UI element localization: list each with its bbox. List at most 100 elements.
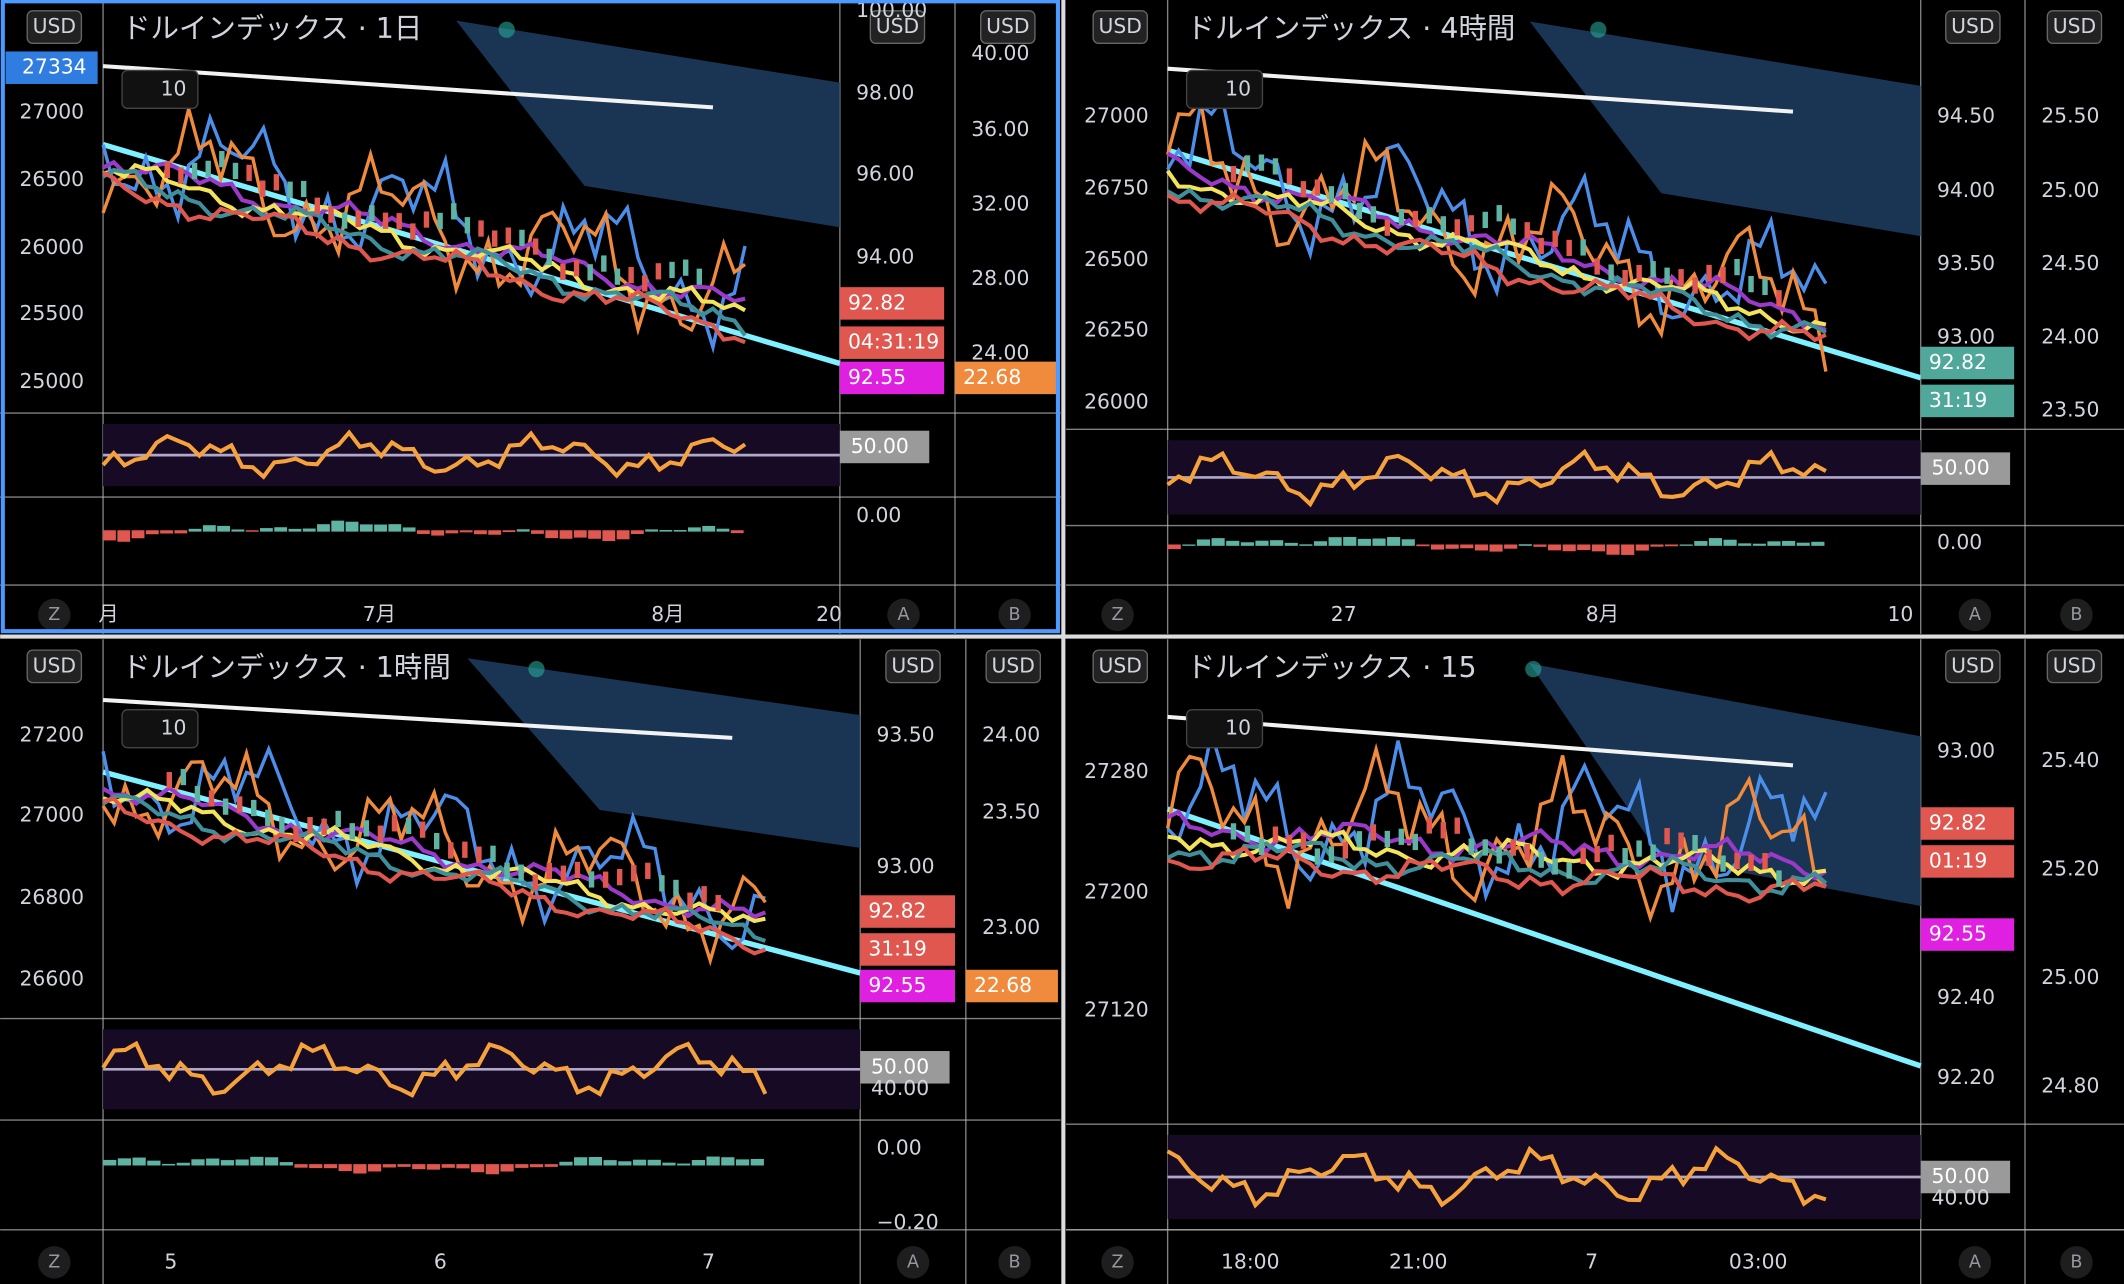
scale-button[interactable] xyxy=(1958,1246,1992,1279)
scale-button-label[interactable]: Z xyxy=(1112,1252,1124,1272)
macd-bar xyxy=(1182,544,1196,546)
status-dot xyxy=(1525,660,1542,678)
indicator-line xyxy=(101,167,747,337)
scale-button-label[interactable]: A xyxy=(898,605,910,625)
candle xyxy=(546,248,552,265)
macd-bar xyxy=(1606,544,1620,555)
price-axis-label: 26000 xyxy=(1084,389,1149,413)
candle xyxy=(300,180,307,198)
scale-button[interactable] xyxy=(1958,598,1992,632)
macd-bar xyxy=(1752,543,1766,546)
macd-axis-label: 0.00 xyxy=(1937,530,1982,554)
axis2-label: 94.50 xyxy=(1937,103,1995,127)
axis3-label: 23.00 xyxy=(982,915,1040,939)
macd-bar xyxy=(176,1162,190,1166)
price-axis-label: 27280 xyxy=(1084,759,1149,783)
macd-bar xyxy=(188,528,202,532)
candle xyxy=(293,825,299,843)
macd-bar xyxy=(632,1159,647,1166)
macd-bar xyxy=(445,530,459,534)
candle xyxy=(1244,155,1251,172)
scale-button-label[interactable]: B xyxy=(1009,605,1021,625)
scale-button[interactable] xyxy=(2060,598,2093,632)
macd-bar xyxy=(1401,539,1415,546)
macd-bar xyxy=(441,1164,455,1168)
macd-bar xyxy=(1679,544,1693,546)
interval-box[interactable] xyxy=(1185,69,1264,110)
candle xyxy=(1538,237,1544,255)
scale-button-label[interactable]: B xyxy=(1009,1252,1021,1272)
rsi-axis-label: 40.00 xyxy=(1932,1186,1990,1210)
scale-button-label[interactable]: B xyxy=(2070,605,2082,625)
panel-title: ドルインデックス · 15 xyxy=(1187,651,1477,684)
scale-button-label[interactable]: Z xyxy=(48,1252,60,1272)
scale-button[interactable] xyxy=(38,598,71,632)
scale-button-label[interactable]: A xyxy=(1969,605,1981,625)
macd-bar xyxy=(1357,538,1371,546)
macd-bar xyxy=(1577,544,1591,551)
scale-button-label[interactable]: Z xyxy=(48,605,60,625)
candle xyxy=(1720,266,1726,284)
scale-button[interactable] xyxy=(998,1246,1031,1279)
candle xyxy=(1454,817,1460,834)
candle xyxy=(1664,267,1670,284)
candle xyxy=(1748,275,1754,293)
interval-label[interactable]: 10 xyxy=(161,76,187,100)
macd-bar xyxy=(338,1164,352,1172)
price-axis-label: 25500 xyxy=(20,301,85,325)
scale-button[interactable] xyxy=(896,1246,930,1279)
candle xyxy=(1342,842,1349,859)
candle xyxy=(1482,839,1488,856)
value-tag: 92.82 xyxy=(848,290,906,314)
scale-button[interactable] xyxy=(998,598,1031,632)
candle xyxy=(1300,181,1307,198)
interval-box[interactable] xyxy=(121,69,199,110)
candle xyxy=(1244,825,1251,842)
interval-label[interactable]: 10 xyxy=(161,716,187,740)
macd-bar xyxy=(259,528,273,532)
scale-button-label[interactable]: A xyxy=(907,1252,919,1272)
scale-button-label[interactable]: B xyxy=(2070,1252,2082,1272)
macd-bar xyxy=(687,527,701,532)
interval-box[interactable] xyxy=(121,709,199,749)
scale-button[interactable] xyxy=(2060,1246,2093,1279)
macd-bar xyxy=(1372,538,1386,546)
candle xyxy=(1524,843,1530,861)
value-tag: 92.55 xyxy=(1929,922,1987,946)
macd-bar xyxy=(367,1164,382,1172)
macd-bar xyxy=(1167,544,1181,550)
candle xyxy=(341,212,348,229)
candle xyxy=(377,825,384,842)
candle xyxy=(451,203,457,220)
scale-button[interactable] xyxy=(1101,598,1134,632)
candle xyxy=(616,869,623,886)
candle xyxy=(1230,823,1237,840)
candle xyxy=(1636,264,1642,282)
candle xyxy=(423,211,430,228)
interval-label[interactable]: 10 xyxy=(1225,716,1251,740)
panel-title: ドルインデックス · 1日 xyxy=(122,12,422,45)
candle xyxy=(560,263,566,280)
candle xyxy=(1454,219,1460,236)
candle xyxy=(1552,230,1558,247)
candle xyxy=(1356,202,1363,219)
interval-box[interactable] xyxy=(1185,709,1264,749)
scale-button[interactable] xyxy=(887,598,920,632)
macd-bar xyxy=(1708,538,1723,546)
interval-label[interactable]: 10 xyxy=(1225,76,1251,100)
macd-bar xyxy=(132,1157,146,1166)
status-dot xyxy=(1590,21,1607,38)
scale-button[interactable] xyxy=(38,1246,71,1279)
macd-bar xyxy=(145,530,159,535)
macd-bar xyxy=(160,530,173,534)
scale-button-label[interactable]: A xyxy=(1969,1252,1981,1272)
price-axis-label: 26500 xyxy=(20,167,85,191)
scale-button-label[interactable]: Z xyxy=(1112,605,1124,625)
candle xyxy=(1286,168,1293,185)
macd-bar xyxy=(531,530,544,534)
value-tag: 92.55 xyxy=(848,365,906,389)
candle xyxy=(1440,216,1446,233)
candle xyxy=(462,841,468,858)
scale-button[interactable] xyxy=(1101,1246,1134,1279)
macd-bar xyxy=(1255,540,1269,546)
